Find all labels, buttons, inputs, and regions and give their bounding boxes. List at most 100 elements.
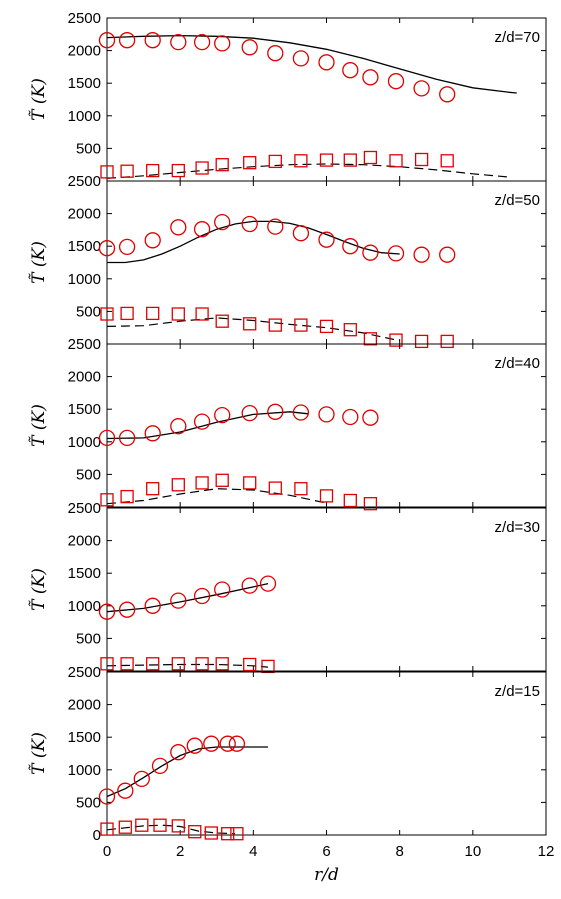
mean-point xyxy=(439,86,456,103)
mean-point xyxy=(98,788,116,805)
fluct-point xyxy=(215,158,229,172)
fluct-point xyxy=(100,657,114,671)
mean-point xyxy=(267,218,284,235)
mean-point xyxy=(118,429,136,447)
y-tick-label: 1000 xyxy=(68,598,101,615)
fluct-point xyxy=(171,163,185,178)
fluct-point xyxy=(268,318,282,332)
mean-point xyxy=(193,413,211,430)
fluct-model-line xyxy=(106,824,236,835)
fluct-point xyxy=(120,657,134,671)
fluct-point xyxy=(319,489,334,503)
mean-point xyxy=(214,406,231,424)
y-tick-label: 500 xyxy=(76,303,101,320)
mean-point xyxy=(170,418,187,435)
mean-point xyxy=(292,50,310,67)
mean-point xyxy=(133,770,150,788)
y-tick-label: 1500 xyxy=(68,238,101,255)
mean-point xyxy=(413,246,430,263)
y-tick-label: 1500 xyxy=(68,75,101,92)
y-tick-label: 2500 xyxy=(68,336,101,353)
fluct-model-line xyxy=(106,163,510,179)
panel-4: 500 1000 1500 2000 2500 T̃ (K) z/d=30 xyxy=(29,500,547,674)
fluct-point xyxy=(440,154,454,168)
y-tick-label: 500 xyxy=(76,794,101,811)
y-tick-label: 500 xyxy=(76,140,101,157)
fluct-point xyxy=(100,307,114,321)
mean-point xyxy=(193,587,211,605)
panel-5: 0 500 1000 1500 2000 2500 T̃ (K) z/d=15 xyxy=(29,664,547,844)
panel-label: z/d=30 xyxy=(495,519,540,536)
mean-point xyxy=(342,238,359,255)
mean-point xyxy=(214,581,231,598)
y-tick-label: 500 xyxy=(76,466,101,483)
y-tick-label: 2500 xyxy=(68,500,101,517)
fluct-point xyxy=(343,323,357,337)
x-tick-label: 12 xyxy=(538,843,555,860)
fluct-point xyxy=(343,153,357,167)
fluct-model-line xyxy=(106,317,400,342)
fluct-point xyxy=(319,319,334,334)
fluct-point xyxy=(414,334,429,349)
fluct-point xyxy=(153,818,167,832)
fluct-point xyxy=(268,154,282,169)
x-tick-label: 10 xyxy=(464,843,481,860)
mean-point xyxy=(186,737,203,754)
mean-point xyxy=(98,240,116,257)
mean-point xyxy=(117,782,134,799)
y-tick-label: 2500 xyxy=(68,664,101,681)
mean-point xyxy=(318,231,335,248)
fluct-point xyxy=(230,827,244,841)
fluct-point xyxy=(171,307,185,321)
y-tick-label: 2500 xyxy=(68,173,101,190)
mean-point xyxy=(439,246,456,263)
mean-point xyxy=(203,735,220,752)
fluct-point xyxy=(195,476,209,490)
panel-label: z/d=15 xyxy=(495,683,540,700)
mean-point xyxy=(170,219,187,236)
mean-point xyxy=(267,403,284,420)
panel-label: z/d=50 xyxy=(495,192,540,209)
mean-point xyxy=(342,62,359,79)
y-tick-label: 2000 xyxy=(68,43,101,60)
mean-model-line xyxy=(106,411,309,440)
mean-point xyxy=(259,575,277,592)
fluct-point xyxy=(243,476,257,490)
panel-frame xyxy=(106,507,547,672)
fluct-point xyxy=(243,156,257,170)
mean-point xyxy=(118,32,136,49)
y-tick-label: 1500 xyxy=(68,401,101,418)
mean-point xyxy=(318,406,335,423)
mean-point xyxy=(362,69,379,86)
mean-point xyxy=(318,54,335,71)
fluct-point xyxy=(146,306,160,321)
fluct-point xyxy=(171,657,185,671)
y-tick-label: 2000 xyxy=(68,697,101,714)
panel-frame xyxy=(106,17,547,182)
y-tick-label: 1500 xyxy=(68,729,101,746)
fluct-point xyxy=(343,493,357,508)
fluct-point xyxy=(100,822,114,836)
y-tick-label: 1000 xyxy=(68,108,101,125)
x-tick-label: 0 xyxy=(103,843,111,860)
fluct-point xyxy=(100,493,114,507)
y-tick-label: 2500 xyxy=(68,10,101,27)
y-axis-label: T̃ (K) xyxy=(29,241,49,284)
mean-point xyxy=(118,238,136,256)
y-axis-label: T̃ (K) xyxy=(29,732,49,775)
mean-point xyxy=(219,735,236,752)
fluct-point xyxy=(389,333,403,347)
mean-point xyxy=(241,404,258,422)
fluct-point xyxy=(195,161,209,175)
fluct-point xyxy=(215,473,229,487)
mean-point xyxy=(387,73,405,90)
mean-point xyxy=(193,33,211,51)
mean-model-line xyxy=(106,34,517,94)
fluct-point xyxy=(146,482,160,496)
fluct-point xyxy=(188,825,202,839)
fluct-point xyxy=(215,657,229,671)
fluct-point xyxy=(440,334,454,349)
mean-point xyxy=(362,409,379,426)
mean-point xyxy=(98,603,116,620)
y-tick-label: 1500 xyxy=(68,565,101,582)
